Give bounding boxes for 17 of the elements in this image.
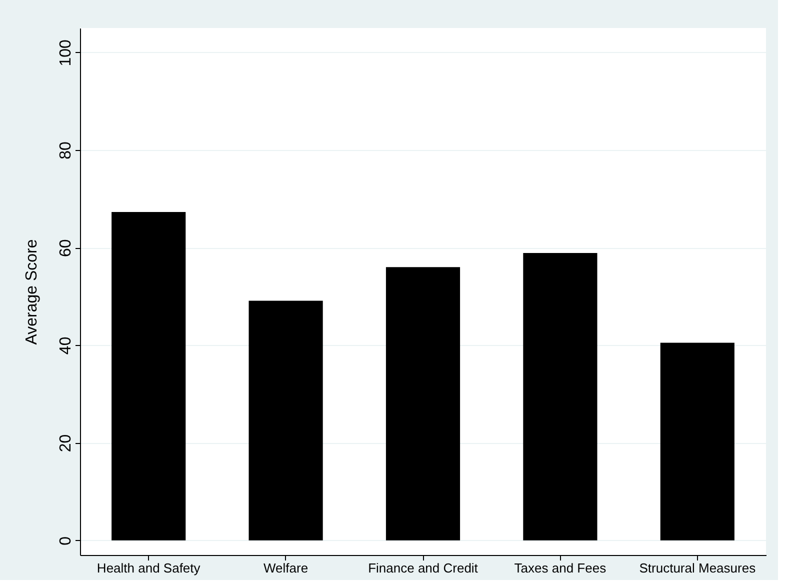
bar	[386, 267, 460, 540]
x-tick-label: Taxes and Fees	[514, 560, 607, 576]
y-tick-label: 60	[58, 239, 74, 257]
y-tick-label: 20	[58, 434, 74, 452]
y-tick-label: 40	[58, 336, 74, 355]
bar	[523, 252, 598, 540]
bar	[248, 300, 323, 540]
y-tick-label: 80	[58, 141, 74, 160]
x-tick-label: Welfare	[264, 560, 308, 576]
bar	[112, 212, 186, 540]
x-tick-label: Finance and Credit	[368, 560, 478, 576]
x-tick-label: Health and Safety	[96, 560, 201, 576]
y-tick-label: 0	[58, 536, 74, 546]
y-tick-label: 100	[58, 39, 74, 66]
x-tick-label: Structural Measures	[639, 560, 756, 576]
bar	[660, 342, 734, 540]
y-axis-title: Average Score	[24, 239, 40, 345]
